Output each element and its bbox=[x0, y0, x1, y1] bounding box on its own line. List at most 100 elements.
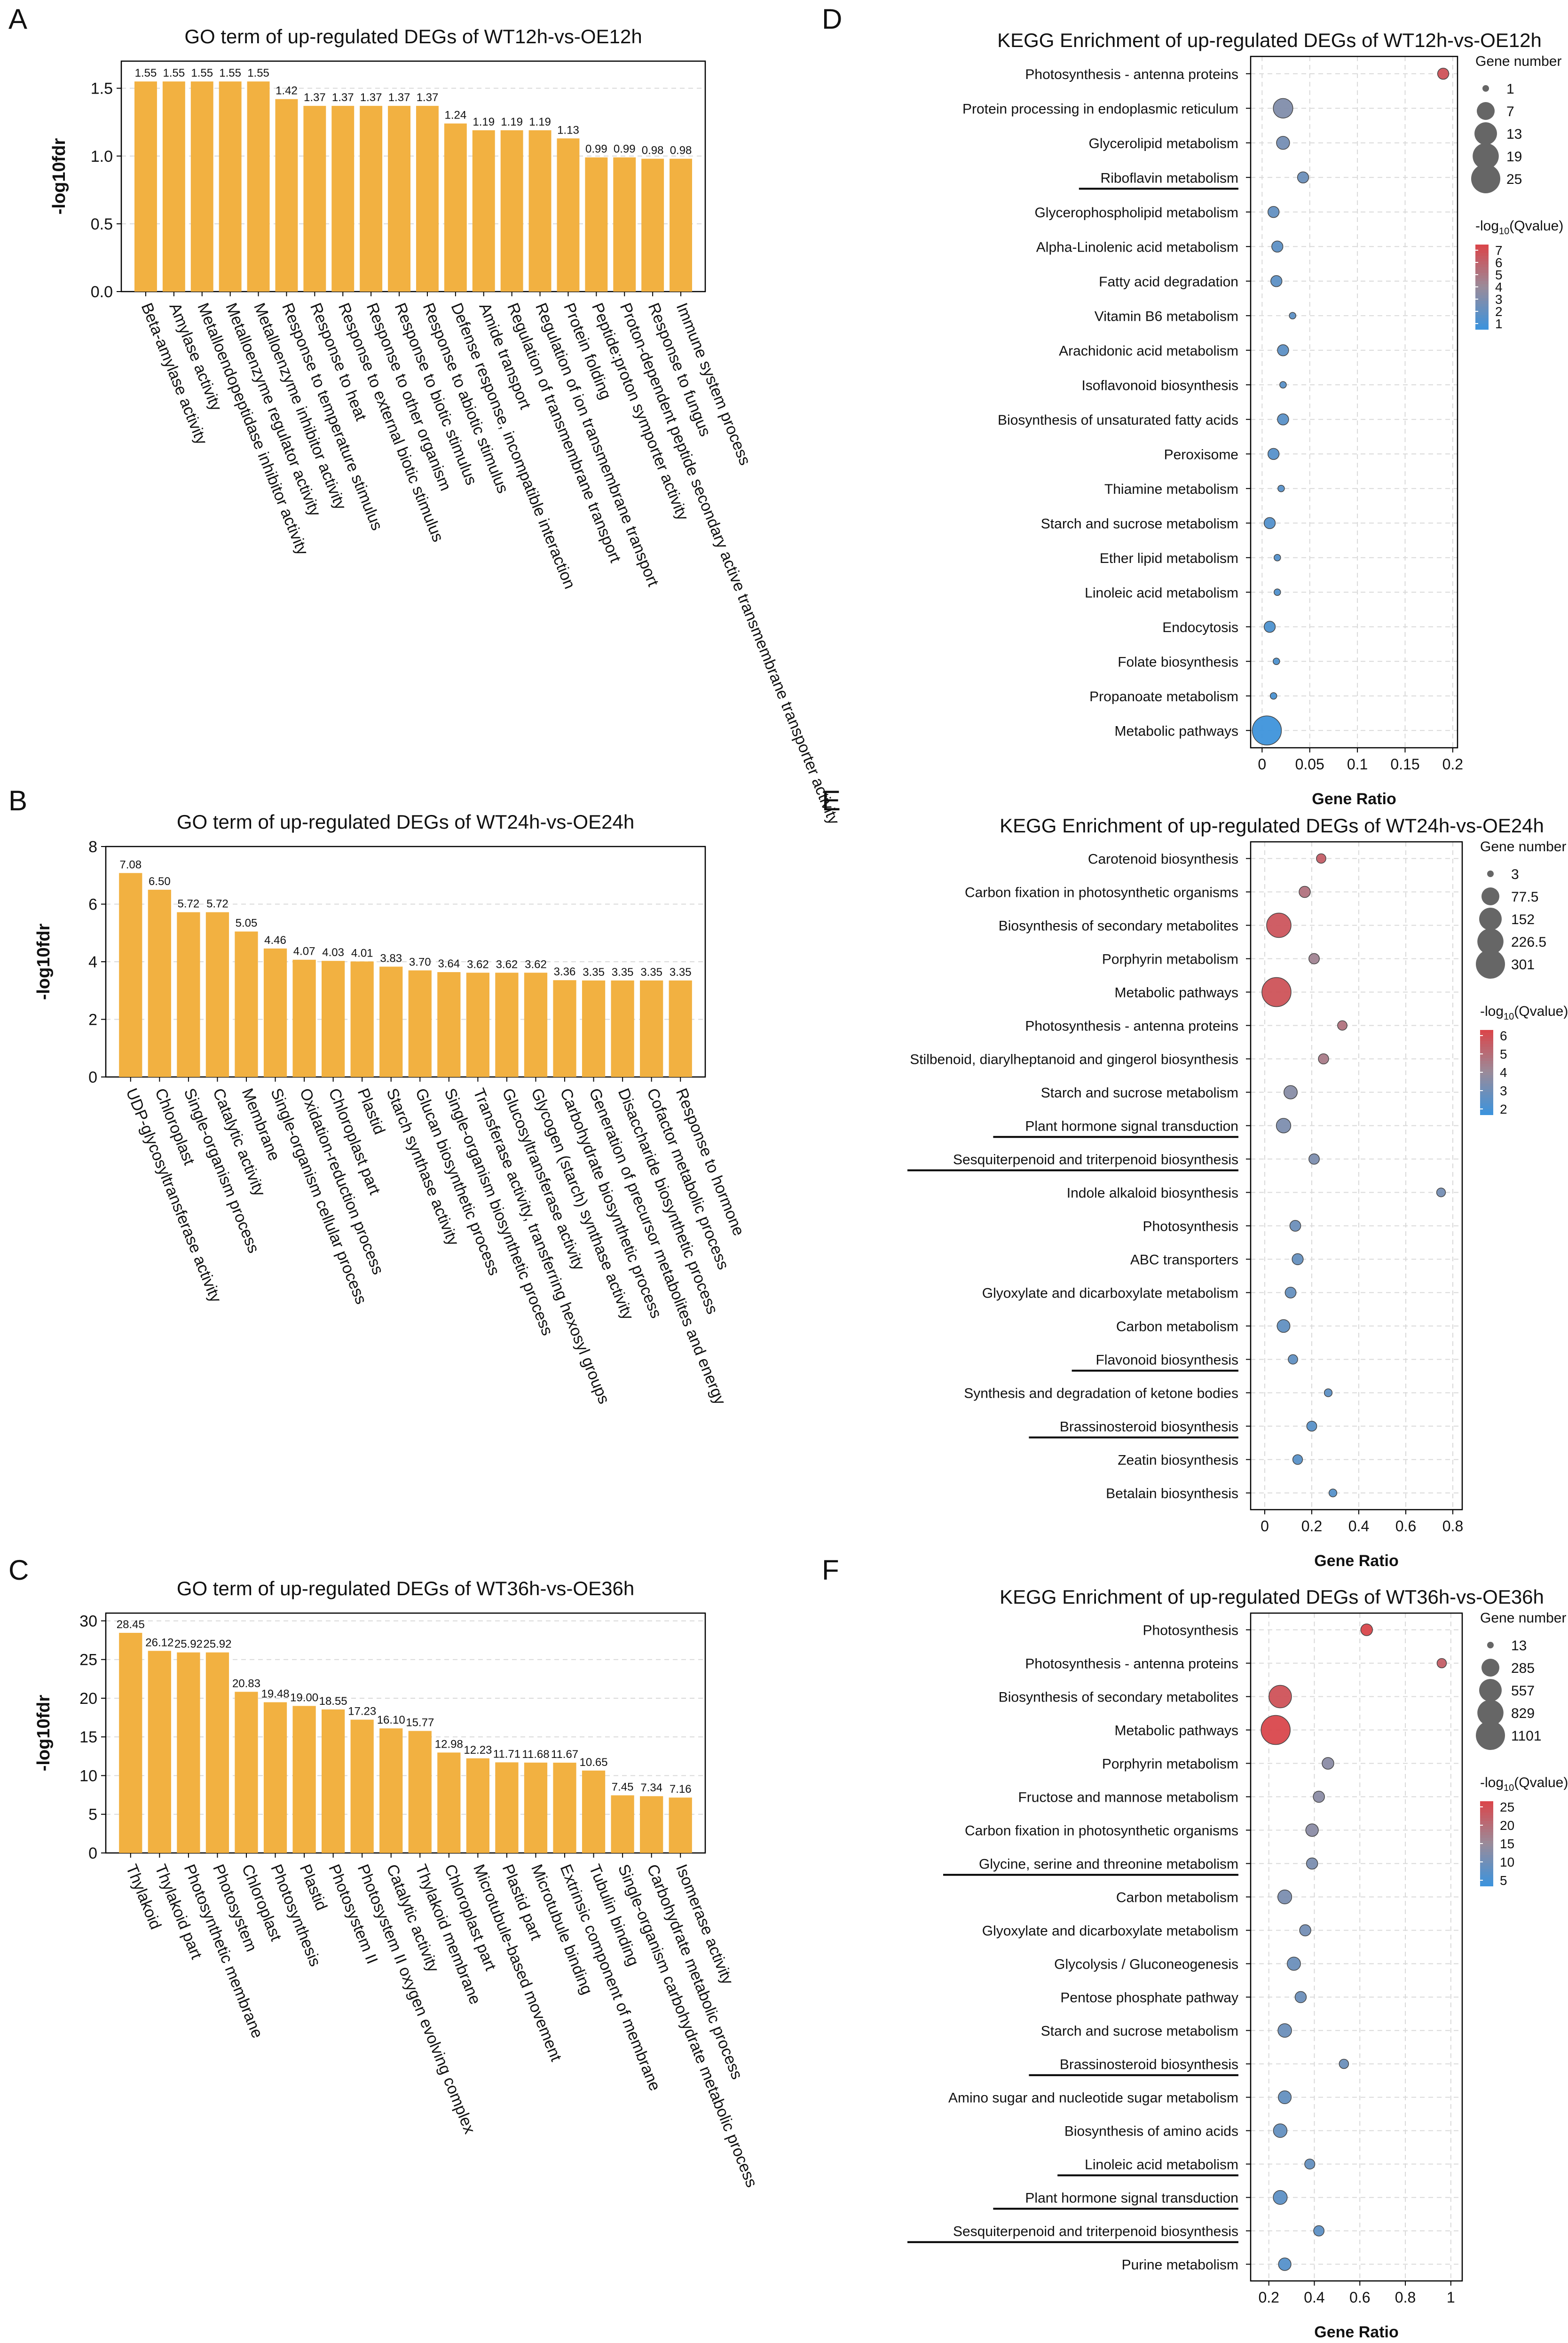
bar bbox=[235, 1692, 258, 1853]
panel-letter-f: F bbox=[822, 1554, 839, 1586]
bar bbox=[148, 889, 171, 1077]
x-tick-label: 0.4 bbox=[1348, 1518, 1369, 1535]
bar-value-label: 1.37 bbox=[332, 91, 354, 104]
bar bbox=[640, 980, 663, 1077]
bar-value-label: 0.98 bbox=[642, 144, 664, 157]
color-legend-swatch bbox=[1480, 1810, 1493, 1813]
size-legend-label: 13 bbox=[1506, 127, 1522, 142]
color-legend-label: 2 bbox=[1495, 304, 1503, 319]
size-legend-label: 1101 bbox=[1511, 1728, 1542, 1744]
color-legend-swatch bbox=[1480, 1807, 1493, 1810]
bar bbox=[641, 158, 664, 292]
y-tick-label: 15 bbox=[79, 1728, 97, 1746]
color-legend-label: 10 bbox=[1500, 1855, 1514, 1869]
bar bbox=[331, 106, 355, 292]
pathway-label: Amino sugar and nucleotide sugar metabol… bbox=[948, 2090, 1238, 2106]
color-legend-label: 15 bbox=[1500, 1836, 1514, 1851]
data-point bbox=[1277, 2023, 1292, 2038]
pathway-label: Metabolic pathways bbox=[1115, 1723, 1238, 1739]
color-legend-swatch bbox=[1480, 1821, 1493, 1824]
pathway-label: Photosynthesis bbox=[1143, 1623, 1238, 1639]
y-tick-label: 2 bbox=[88, 1011, 97, 1029]
data-point bbox=[1261, 977, 1292, 1007]
color-legend-label: 25 bbox=[1500, 1800, 1514, 1814]
color-legend-swatch bbox=[1480, 1033, 1493, 1036]
data-point bbox=[1436, 1187, 1446, 1197]
size-legend-dot bbox=[1473, 143, 1499, 169]
size-legend-title: Gene number bbox=[1480, 1610, 1566, 1626]
bar bbox=[582, 1770, 606, 1853]
color-legend-swatch bbox=[1480, 1855, 1493, 1858]
bar bbox=[322, 1709, 345, 1853]
size-legend-label: 7 bbox=[1506, 104, 1514, 119]
color-legend-swatch bbox=[1480, 1075, 1493, 1078]
pathway-label: Carbon fixation in photosynthetic organi… bbox=[965, 1823, 1238, 1839]
pathway-label: Fructose and mannose metabolism bbox=[1018, 1790, 1238, 1805]
bar bbox=[388, 106, 411, 292]
data-point bbox=[1266, 912, 1292, 938]
color-legend-title: -log10(Qvalue) bbox=[1475, 218, 1563, 237]
color-legend-swatch bbox=[1475, 290, 1489, 293]
color-legend-swatch bbox=[1480, 1801, 1493, 1805]
bar bbox=[162, 81, 185, 292]
bar-value-label: 1.55 bbox=[163, 67, 185, 79]
pathway-label: Starch and sucrose metabolism bbox=[1041, 516, 1238, 531]
color-legend-swatch bbox=[1475, 264, 1489, 268]
data-point bbox=[1277, 485, 1285, 492]
bar bbox=[205, 912, 229, 1077]
data-point bbox=[1284, 1085, 1298, 1100]
y-tick-label: 6 bbox=[88, 896, 97, 914]
color-legend-swatch bbox=[1475, 261, 1489, 265]
color-legend-swatch bbox=[1475, 295, 1489, 299]
data-point bbox=[1299, 1924, 1311, 1937]
color-legend-swatch bbox=[1480, 1041, 1493, 1045]
bar bbox=[611, 1795, 634, 1853]
color-legend-label: 3 bbox=[1495, 292, 1503, 307]
data-point bbox=[1269, 692, 1277, 700]
data-point bbox=[1269, 1685, 1292, 1709]
bar-value-label: 1.19 bbox=[529, 116, 551, 128]
color-legend-swatch bbox=[1480, 1100, 1493, 1104]
bar-value-label: 3.62 bbox=[467, 958, 489, 971]
pathway-label: Carbon metabolism bbox=[1116, 1319, 1238, 1335]
bar bbox=[472, 130, 495, 292]
x-tick-label: 0.8 bbox=[1395, 2289, 1416, 2306]
x-axis-label: Gene Ratio bbox=[1314, 2323, 1398, 2341]
data-point bbox=[1273, 2190, 1288, 2205]
pathway-label: Isoflavonoid biosynthesis bbox=[1081, 378, 1238, 393]
color-legend-swatch bbox=[1480, 1815, 1493, 1819]
pathway-label: Starch and sucrose metabolism bbox=[1041, 1085, 1238, 1101]
color-legend-label: 3 bbox=[1500, 1084, 1507, 1098]
bar bbox=[134, 81, 157, 292]
size-legend-dot bbox=[1481, 887, 1499, 905]
data-point bbox=[1272, 657, 1280, 665]
bar bbox=[408, 1731, 432, 1853]
chart-title: GO term of up-regulated DEGs of WT12h-vs… bbox=[184, 25, 642, 47]
color-legend-swatch bbox=[1480, 1078, 1493, 1081]
color-legend-swatch bbox=[1480, 1084, 1493, 1087]
pathway-label: Carotenoid biosynthesis bbox=[1088, 852, 1238, 867]
pathway-label: Carbon fixation in photosynthetic organi… bbox=[965, 885, 1238, 901]
x-tick-label: 0.6 bbox=[1395, 1518, 1416, 1535]
data-point bbox=[1270, 275, 1283, 287]
size-legend-label: 226.5 bbox=[1511, 934, 1546, 950]
color-legend-swatch bbox=[1475, 259, 1489, 262]
data-point bbox=[1271, 240, 1284, 253]
pathway-label: Peroxisome bbox=[1164, 447, 1238, 462]
color-legend-label: 4 bbox=[1495, 280, 1503, 294]
color-legend-swatch bbox=[1480, 1061, 1493, 1064]
pathway-label: Brassinosteroid biosynthesis bbox=[1060, 2057, 1238, 2073]
kegg-dot-plot-d: KEGG Enrichment of up-regulated DEGs of … bbox=[962, 29, 1563, 808]
data-point bbox=[1339, 2058, 1349, 2069]
size-legend-dot bbox=[1471, 164, 1500, 193]
color-legend-swatch bbox=[1475, 301, 1489, 304]
bar-value-label: 1.55 bbox=[247, 67, 269, 79]
data-point bbox=[1313, 2225, 1325, 2237]
bar bbox=[379, 966, 403, 1077]
color-legend-swatch bbox=[1475, 315, 1489, 318]
bar bbox=[524, 1762, 548, 1853]
size-legend-label: 13 bbox=[1511, 1638, 1527, 1654]
bar-value-label: 1.13 bbox=[557, 124, 579, 136]
size-legend-label: 3 bbox=[1511, 867, 1519, 882]
bar-value-label: 11.68 bbox=[522, 1748, 549, 1761]
